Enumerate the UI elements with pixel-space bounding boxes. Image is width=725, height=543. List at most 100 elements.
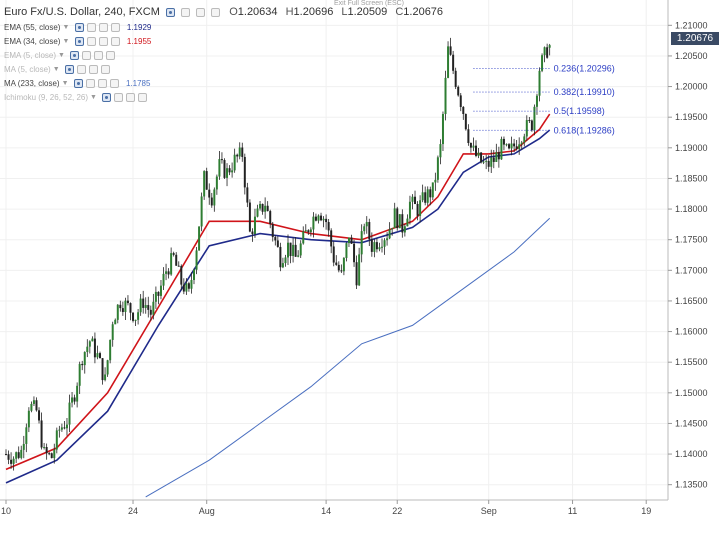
indicator-ichimoku[interactable]: Ichimoku (9, 26, 52, 26) ▼ — [4, 93, 148, 105]
candle — [35, 397, 38, 412]
eye-icon[interactable] — [64, 65, 74, 75]
candle — [439, 139, 442, 165]
settings-icon[interactable] — [181, 7, 191, 17]
candle — [30, 401, 33, 413]
indicator-ma5[interactable]: MA (5, close) ▼ — [4, 65, 110, 77]
exit-fullscreen-hint[interactable]: Exit Full Screen (ESC) — [334, 0, 405, 7]
candle-body — [55, 430, 58, 450]
candle-body — [121, 308, 124, 313]
settings-icon[interactable] — [86, 37, 96, 47]
candle-body — [91, 338, 94, 342]
candle-body — [175, 254, 178, 266]
price-axis[interactable]: 1.13500 1.14000 1.14500 1.15000 1.15500 1.160… — [667, 0, 708, 500]
format-icon[interactable] — [98, 23, 108, 33]
format-icon[interactable] — [97, 79, 107, 89]
last-price-tag: 1.20676 — [671, 32, 719, 45]
candle — [7, 450, 10, 465]
candle — [104, 367, 107, 382]
candle-body — [17, 452, 20, 458]
candle-body — [119, 304, 122, 309]
close-icon[interactable] — [138, 93, 148, 103]
candle-body — [220, 159, 223, 161]
candle — [48, 452, 51, 456]
candle — [154, 286, 157, 309]
candle — [170, 247, 173, 276]
caret-down-icon[interactable]: ▼ — [62, 24, 70, 32]
candle-body — [383, 240, 386, 247]
indicator-ema5[interactable]: EMA (5, close) ▼ — [4, 51, 116, 63]
format-icon[interactable] — [196, 7, 206, 17]
candle — [538, 67, 541, 102]
candle — [312, 212, 315, 238]
close-icon[interactable] — [110, 37, 120, 47]
close-icon[interactable] — [110, 23, 120, 33]
y-tick-label: 1.21000 — [675, 20, 708, 30]
candle — [266, 201, 269, 212]
format-icon[interactable] — [126, 93, 136, 103]
ma-line — [5, 129, 551, 484]
eye-icon[interactable] — [74, 23, 84, 33]
candle — [472, 137, 475, 152]
indicator-ma233[interactable]: MA (233, close) ▼ 1.1785 — [4, 79, 150, 91]
format-icon[interactable] — [98, 37, 108, 47]
candle-body — [182, 284, 185, 292]
settings-icon[interactable] — [114, 93, 124, 103]
caret-down-icon[interactable]: ▼ — [90, 94, 97, 102]
candle-body — [78, 363, 81, 386]
y-tick-label: 1.19500 — [675, 112, 708, 122]
caret-down-icon[interactable]: ▼ — [62, 38, 70, 46]
caret-down-icon[interactable]: ▼ — [61, 80, 69, 88]
close-icon[interactable] — [109, 79, 119, 89]
settings-icon[interactable] — [85, 79, 95, 89]
candle — [287, 234, 289, 265]
close-icon[interactable] — [100, 65, 110, 75]
close-icon[interactable] — [211, 7, 221, 17]
candle — [477, 147, 480, 159]
settings-icon[interactable] — [86, 23, 96, 33]
ma-line — [5, 113, 551, 471]
candle — [495, 143, 498, 163]
format-icon[interactable] — [88, 65, 98, 75]
candle-body — [419, 200, 422, 216]
format-icon[interactable] — [94, 51, 104, 61]
candle-body — [309, 229, 312, 233]
eye-icon[interactable] — [102, 93, 112, 103]
indicator-ema55[interactable]: EMA (55, close) ▼ 1.1929 — [4, 23, 151, 35]
candle — [78, 361, 81, 394]
settings-icon[interactable] — [82, 51, 92, 61]
candle-body — [124, 300, 127, 313]
candle — [337, 261, 340, 273]
candle-body — [10, 459, 13, 464]
candle — [65, 418, 68, 436]
candle — [401, 209, 404, 238]
fibonacci-retracement[interactable]: 0.236(1.20296) 0.382(1.19910) 0.5(1.19598)… — [473, 63, 615, 135]
close-icon[interactable] — [106, 51, 116, 61]
candle-body — [223, 160, 226, 178]
candle-body — [256, 208, 259, 217]
eye-icon[interactable] — [165, 7, 175, 17]
candle-body — [350, 237, 353, 244]
candle-body — [342, 257, 345, 272]
candle — [121, 301, 124, 316]
y-tick-label: 1.15500 — [675, 357, 708, 367]
eye-icon[interactable] — [70, 51, 80, 61]
candle — [360, 224, 363, 263]
caret-down-icon[interactable]: ▼ — [58, 52, 65, 60]
x-tick-label: 22 — [392, 506, 402, 516]
candle-body — [208, 189, 211, 198]
candle-body — [513, 143, 516, 147]
indicator-ema34[interactable]: EMA (34, close) ▼ 1.1955 — [4, 37, 151, 49]
candle — [363, 223, 366, 235]
candle-body — [88, 341, 91, 347]
candle-body — [388, 229, 391, 239]
eye-icon[interactable] — [73, 79, 83, 89]
candle-body — [253, 216, 256, 235]
candle-body — [322, 218, 325, 221]
settings-icon[interactable] — [76, 65, 86, 75]
time-axis[interactable]: 10 24 Aug 14 22 Sep 11 19 — [0, 499, 668, 516]
candle-body — [365, 222, 368, 227]
caret-down-icon[interactable]: ▼ — [52, 66, 60, 74]
eye-icon[interactable] — [74, 37, 84, 47]
symbol-title[interactable]: Euro Fx/U.S. Dollar, 240, FXCM — [4, 6, 160, 19]
